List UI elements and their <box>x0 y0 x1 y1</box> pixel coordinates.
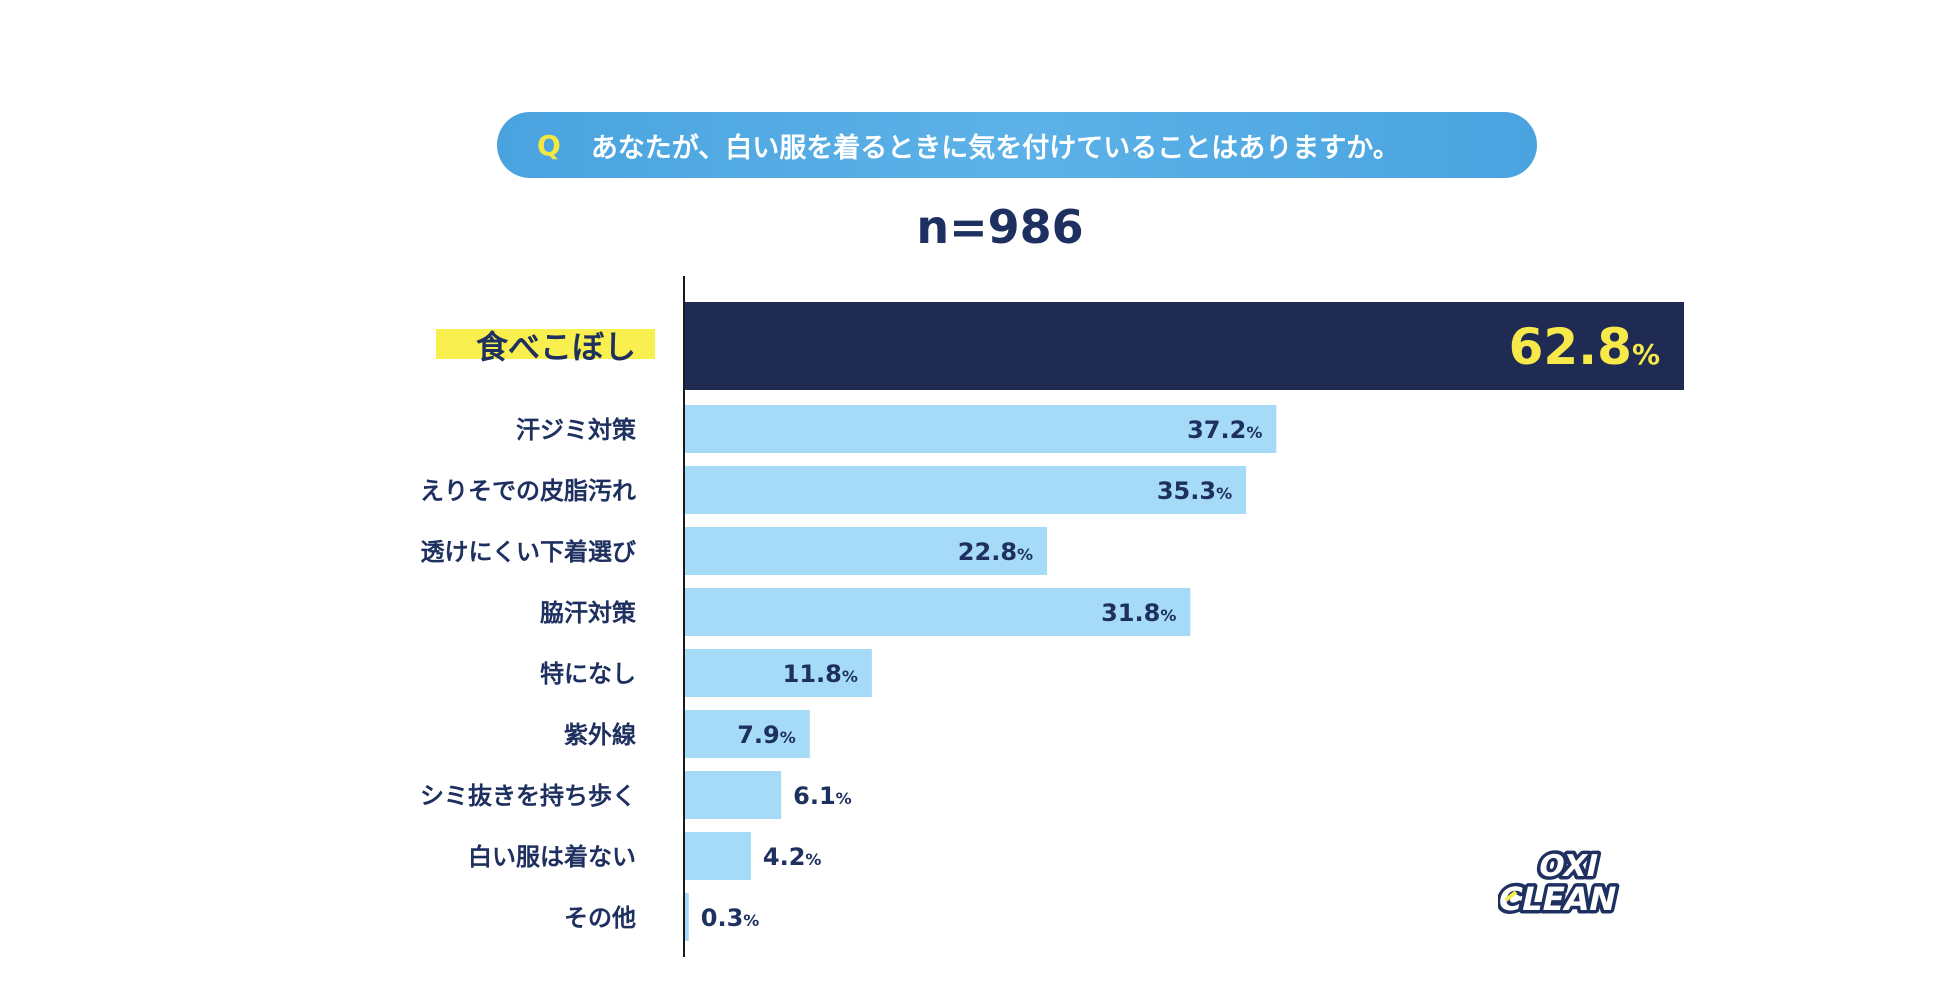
sample-size: n=986 <box>916 200 1084 254</box>
bar-2 <box>684 405 1277 453</box>
value-label-8: 6.1% <box>793 782 852 810</box>
category-label-7: 紫外線 <box>564 721 636 749</box>
value-label-4: 22.8% <box>958 538 1033 566</box>
category-label-10: その他 <box>564 904 636 932</box>
logo-line1: OXI <box>1535 849 1601 884</box>
bar-4 <box>684 527 1048 575</box>
bar-9 <box>684 832 751 880</box>
category-label-2: 汗ジミ対策 <box>516 416 637 444</box>
bar-1 <box>684 302 1684 390</box>
category-label-4: 透けにくい下着選び <box>420 538 636 566</box>
logo-accent <box>1504 890 1518 902</box>
value-label-2: 37.2% <box>1187 416 1262 444</box>
category-label-3: えりそでの皮脂汚れ <box>420 477 636 505</box>
value-label-1: 62.8% <box>1509 318 1660 376</box>
value-label-5: 31.8% <box>1101 599 1176 627</box>
question-banner: Q あなたが、白い服を着るときに気を付けていることはありますか。 <box>497 112 1537 178</box>
bar-8 <box>684 771 782 819</box>
oxiclean-logo: OXI CLEAN <box>1498 846 1624 920</box>
value-label-10: 0.3% <box>701 904 760 932</box>
logo-line2: CLEAN <box>1498 880 1620 918</box>
value-label-3: 35.3% <box>1157 477 1232 505</box>
bar-7 <box>684 710 810 758</box>
bar-6 <box>684 649 872 697</box>
category-label-6: 特になし <box>540 660 636 688</box>
value-label-6: 11.8% <box>783 660 858 688</box>
question-marker: Q <box>537 128 561 162</box>
category-label-8: シミ抜きを持ち歩く <box>420 782 636 810</box>
value-label-7: 7.9% <box>737 721 796 749</box>
bar-3 <box>684 466 1247 514</box>
value-label-9: 4.2% <box>763 843 822 871</box>
question-text: あなたが、白い服を着るときに気を付けていることはありますか。 <box>590 132 1400 164</box>
bar-5 <box>684 588 1191 636</box>
category-label-5: 脇汗対策 <box>540 599 637 627</box>
highlight-label-bg <box>436 329 655 359</box>
bar-10 <box>684 893 689 941</box>
category-label-1: 食べこぼし <box>476 328 636 366</box>
category-label-9: 白い服は着ない <box>468 843 636 871</box>
